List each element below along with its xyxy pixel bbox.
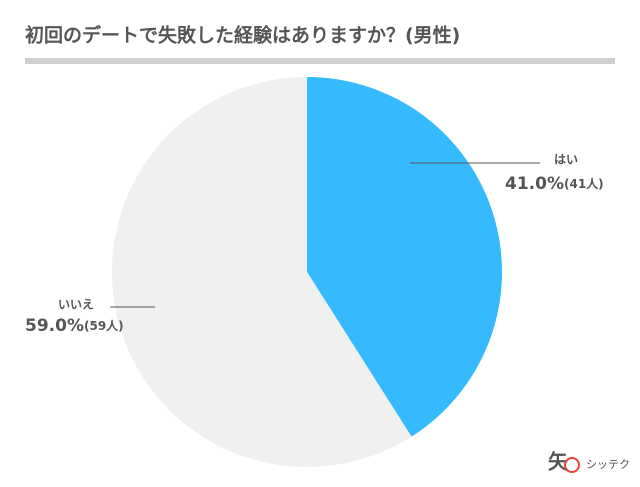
value-label: 59.0%(59人): [25, 316, 124, 336]
logo-mark: 矢: [548, 450, 569, 474]
count-label: (41人): [564, 176, 604, 191]
percent-label: 41.0%: [505, 174, 564, 194]
percent-label: 59.0%: [25, 316, 84, 336]
count-label: (59人): [84, 318, 124, 333]
logo: 矢 シッテク: [548, 450, 630, 474]
chart-title: 初回のデートで失敗した経験はありますか？(男性): [25, 24, 460, 47]
pie-slice: [112, 77, 412, 467]
category-label: はい: [554, 153, 578, 167]
logo-name: シッテク: [586, 458, 630, 471]
value-label: 41.0%(41人): [505, 174, 604, 194]
title-underline: [25, 58, 615, 64]
logo-icon: [564, 457, 580, 473]
pie-slice: [307, 77, 503, 437]
category-label: いいえ: [58, 298, 94, 312]
